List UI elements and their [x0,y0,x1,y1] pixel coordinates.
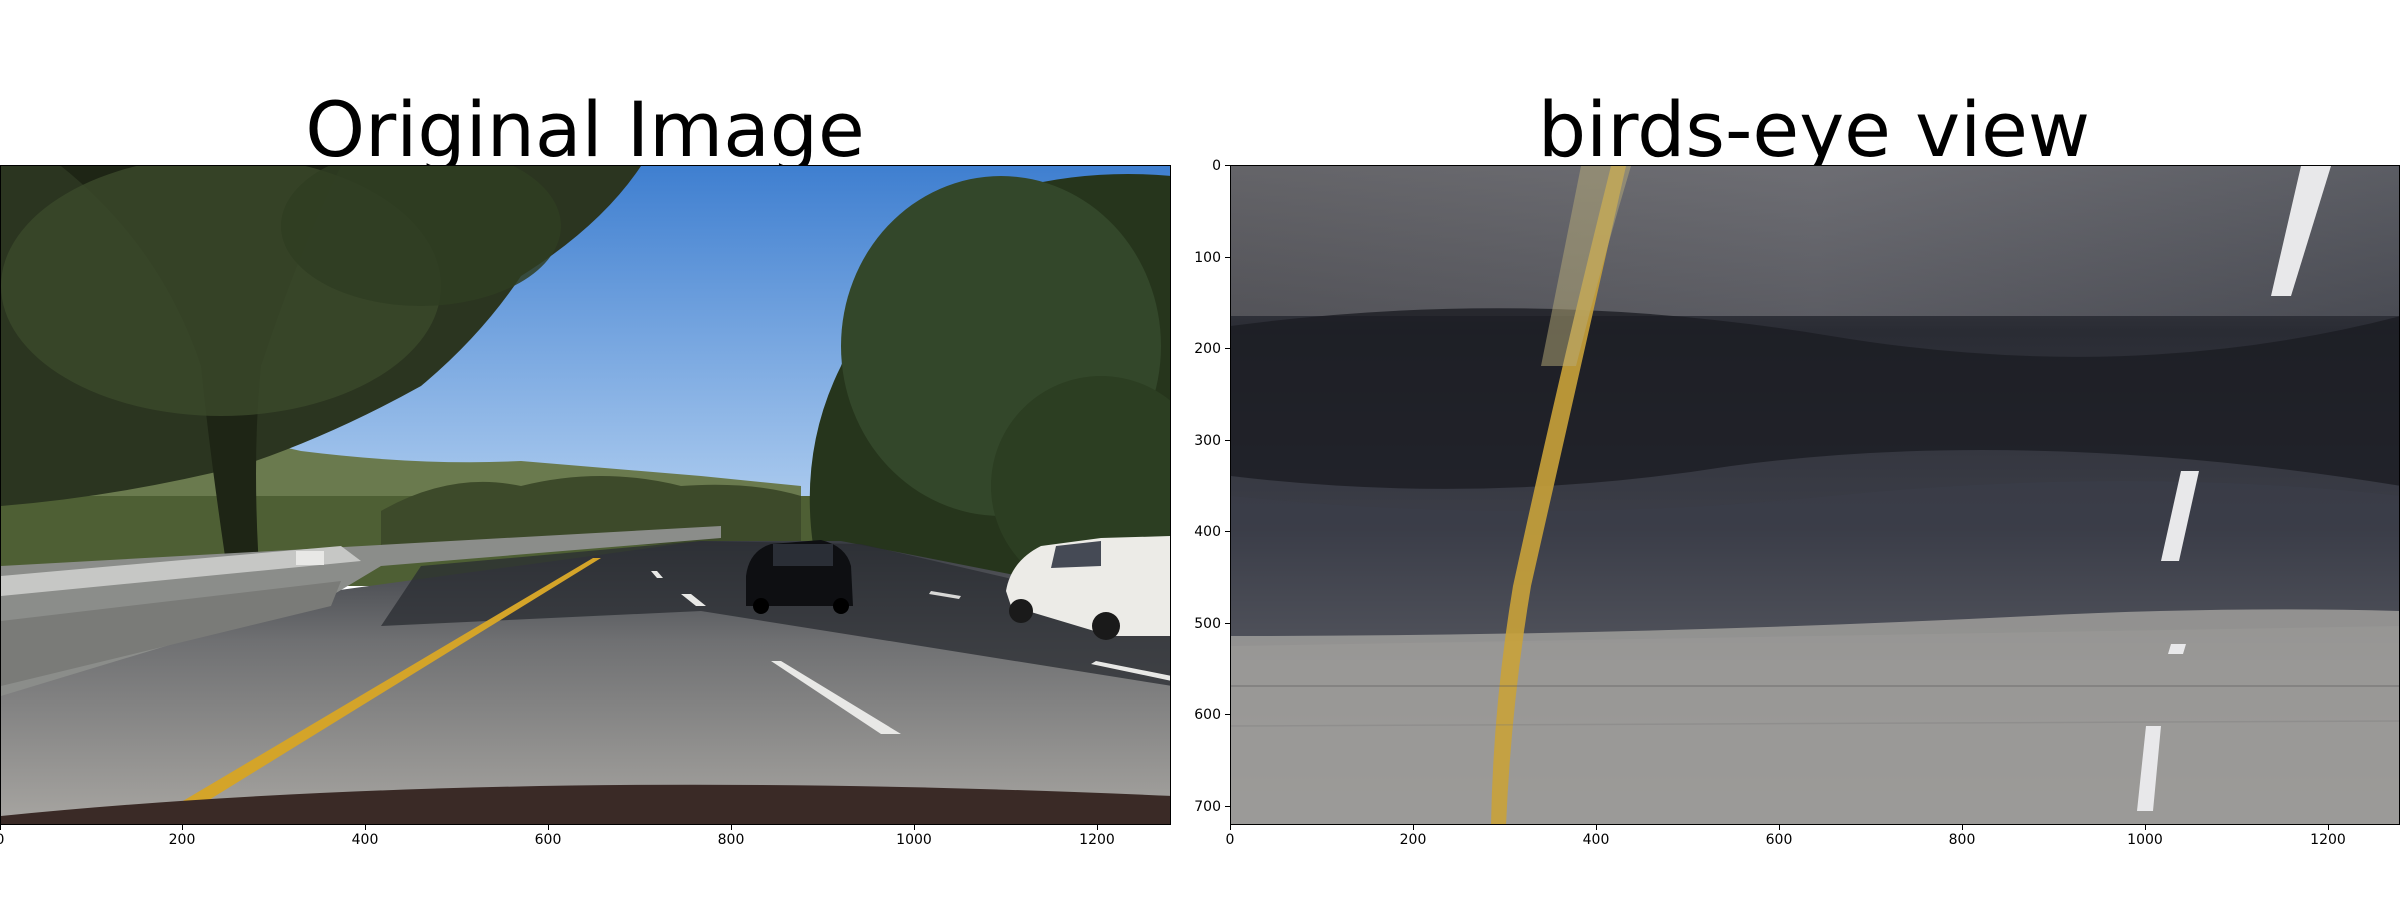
y-tick-label: 400 [1194,524,1221,540]
warped-road-photo [1231,166,2399,824]
x-tick-label: 400 [1582,832,1610,848]
x-tick-label: 400 [351,832,379,848]
y-tick-label: 100 [1194,250,1221,266]
x-tick-label: 1000 [896,832,932,848]
birds-eye-image [1230,165,2400,825]
x-tick-label: 800 [1948,832,1976,848]
y-tick-label: 300 [1194,433,1221,449]
y-tick-label: 600 [1194,707,1221,723]
y-tick-label: 200 [1194,341,1221,357]
y-tick-label: 0 [1212,158,1221,174]
x-tick-label: 0 [1225,832,1235,848]
x-tick-label: 200 [168,832,196,848]
x-tick-label: 1200 [1079,832,1115,848]
x-tick-label: 600 [1765,832,1793,848]
original-image-title: Original Image [305,85,865,174]
x-tick-label: 0 [0,833,4,847]
y-tick-label: 700 [1194,799,1221,815]
x-tick-label: 1200 [2310,832,2346,848]
x-tick-label: 1000 [2127,832,2163,848]
original-image [0,165,1171,825]
road-photo [1,166,1170,824]
y-tick-label: 500 [1194,616,1221,632]
x-tick-label: 600 [534,832,562,848]
birds-eye-view-title: birds-eye view [1537,85,2091,174]
x-tick-label: 800 [717,832,745,848]
x-tick-label: 200 [1399,832,1427,848]
